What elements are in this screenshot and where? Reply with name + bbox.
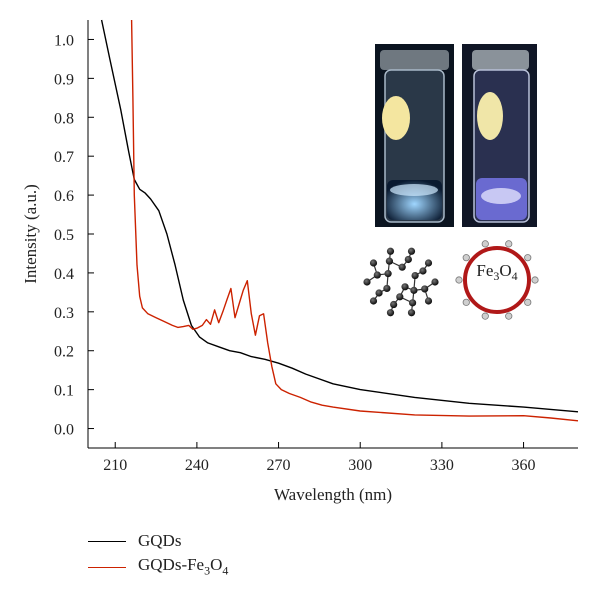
series-lines — [100, 19, 579, 422]
legend: GQDs GQDs-Fe3O4 — [88, 528, 228, 580]
y-axis-label: Intensity (a.u.) — [21, 184, 40, 284]
cage-atom — [385, 257, 394, 265]
x-tick-label: 330 — [430, 457, 454, 474]
legend-item-gqds-fe3o4: GQDs-Fe3O4 — [88, 554, 228, 580]
ligand-dots — [455, 240, 539, 320]
x-tick-label: 210 — [103, 457, 127, 474]
cage-atom — [401, 283, 409, 291]
cage-atom — [363, 278, 371, 286]
fe3o4-label: Fe3O4 — [476, 261, 517, 283]
cage-atom — [386, 247, 395, 255]
cage-atom — [419, 267, 427, 275]
y-tick-label: 0.8 — [54, 110, 74, 127]
legend-swatch-gqds-fe3o4 — [88, 566, 126, 568]
ligand-dot — [524, 298, 532, 306]
cage-atom — [404, 255, 412, 264]
y-tick-label: 0.0 — [54, 422, 74, 439]
ligand-dot — [481, 240, 489, 248]
ligand-dot — [505, 240, 513, 248]
cage-atom — [424, 259, 433, 267]
y-tick-label: 0.9 — [54, 71, 74, 88]
y-tick-label: 0.5 — [54, 227, 74, 244]
ligand-dot — [481, 312, 489, 320]
cage-atom — [408, 299, 417, 307]
ligand-dot — [462, 298, 470, 306]
legend-swatch-gqds — [88, 540, 126, 542]
cage-atom — [398, 263, 406, 271]
cage-atom — [384, 270, 392, 278]
cage-atom — [369, 259, 378, 267]
inset-photos — [375, 44, 537, 227]
cage-atom — [369, 297, 378, 305]
cage-atom — [431, 278, 439, 286]
x-tick-label: 240 — [185, 457, 209, 474]
ligand-dot — [462, 254, 470, 262]
x-axis-label: Wavelength (nm) — [274, 485, 392, 504]
y-tick-label: 0.3 — [54, 305, 74, 322]
cage-atom — [410, 286, 418, 294]
cage-atom — [421, 285, 429, 293]
fe3o4-particle-icon: Fe3O4 — [455, 240, 539, 320]
fullerene-cage-icon — [363, 247, 439, 317]
vial-right-photo — [462, 44, 537, 227]
cage-atom — [386, 309, 395, 317]
cage-atom — [411, 271, 419, 280]
x-tick-label: 300 — [348, 457, 372, 474]
y-tick-label: 0.6 — [54, 188, 74, 205]
cage-atom — [407, 247, 416, 255]
legend-item-gqds: GQDs — [88, 528, 228, 554]
x-tick-label: 270 — [267, 457, 291, 474]
series-line-gqds — [100, 19, 579, 413]
legend-label-gqds: GQDs — [138, 531, 182, 550]
cage-atom — [375, 289, 383, 297]
y-tick-label: 0.2 — [54, 344, 74, 361]
y-tick-label: 0.7 — [54, 149, 74, 166]
x-tick-label: 360 — [512, 457, 536, 474]
y-tick-label: 0.1 — [54, 383, 74, 400]
cage-atom — [383, 284, 391, 293]
x-axis-ticks: 210 240 270 300 330 360 — [103, 442, 536, 474]
vial-left-photo — [375, 44, 454, 227]
cage-atom — [407, 309, 416, 317]
ligand-dot — [455, 276, 463, 284]
y-axis-ticks: 0.0 0.1 0.2 0.3 0.4 0.5 0.6 0.7 0.8 0.9 1.0 — [54, 32, 94, 439]
cage-atom — [390, 300, 398, 309]
series-line-gqds-fe3o4 — [130, 19, 579, 422]
ligand-dot — [531, 276, 539, 284]
ligand-dot — [505, 312, 513, 320]
legend-label-gqds-fe3o4: GQDs-Fe3O4 — [138, 555, 229, 578]
cage-atom — [424, 297, 433, 305]
y-tick-label: 1.0 — [54, 32, 74, 49]
cage-atom — [373, 271, 381, 279]
y-tick-label: 0.4 — [54, 266, 74, 283]
cage-atom — [396, 293, 404, 301]
ligand-dot — [524, 254, 532, 262]
